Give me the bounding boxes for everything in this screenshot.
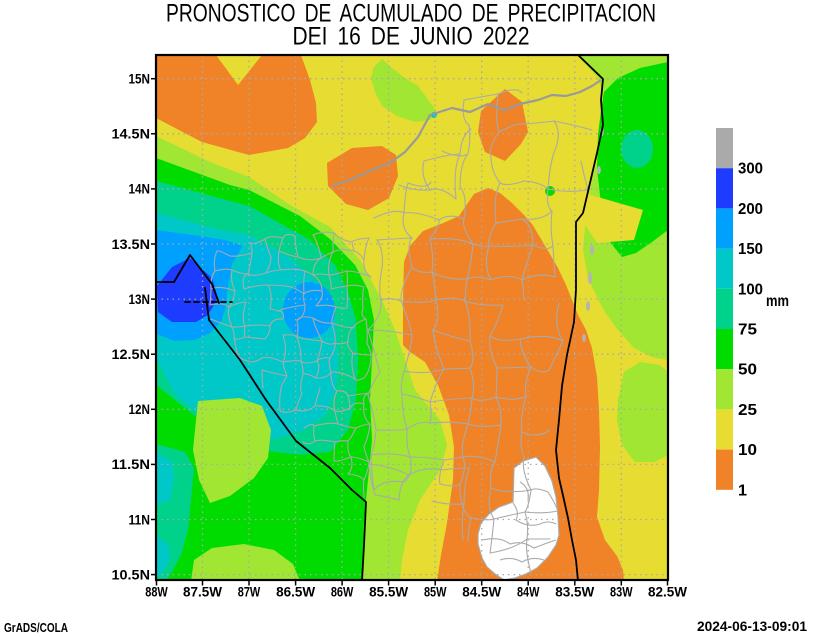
svg-text:14.5N: 14.5N [112,127,151,142]
svg-text:2024-06-13-09:01: 2024-06-13-09:01 [697,619,807,634]
svg-text:mm: mm [766,293,789,310]
svg-text:14N: 14N [129,182,151,197]
svg-text:PRONOSTICO DE ACUMULADO DE PRE: PRONOSTICO DE ACUMULADO DE PRECIPITACION [166,0,656,28]
svg-text:84W: 84W [517,585,540,600]
svg-text:11.5N: 11.5N [112,457,151,472]
svg-text:100: 100 [738,281,763,298]
svg-text:87.5W: 87.5W [183,585,222,600]
svg-text:85W: 85W [424,585,447,600]
svg-text:DEI 16 DE JUNIO 2022: DEI 16 DE JUNIO 2022 [293,23,530,51]
svg-text:83W: 83W [610,585,633,600]
svg-text:83.5W: 83.5W [555,585,594,600]
svg-text:300: 300 [738,161,763,178]
svg-text:25: 25 [738,402,757,419]
svg-text:86.5W: 86.5W [276,585,315,600]
svg-text:150: 150 [738,241,763,258]
svg-text:50: 50 [738,362,757,379]
svg-text:1: 1 [738,482,747,499]
svg-text:12N: 12N [129,402,151,417]
svg-text:GrADS/COLA: GrADS/COLA [4,621,68,635]
svg-text:82.5W: 82.5W [648,585,687,600]
svg-text:75: 75 [738,322,757,339]
svg-text:11N: 11N [129,512,151,527]
svg-text:10.5N: 10.5N [112,567,151,582]
svg-text:86W: 86W [331,585,354,600]
svg-text:200: 200 [738,201,763,218]
svg-text:85.5W: 85.5W [369,585,408,600]
svg-text:13.5N: 13.5N [112,237,151,252]
svg-text:87W: 87W [238,585,261,600]
svg-text:88W: 88W [145,585,168,600]
svg-text:13N: 13N [129,292,151,307]
svg-text:12.5N: 12.5N [112,347,151,362]
svg-text:10: 10 [738,442,757,459]
svg-text:84.5W: 84.5W [462,585,501,600]
svg-text:15N: 15N [129,72,151,87]
